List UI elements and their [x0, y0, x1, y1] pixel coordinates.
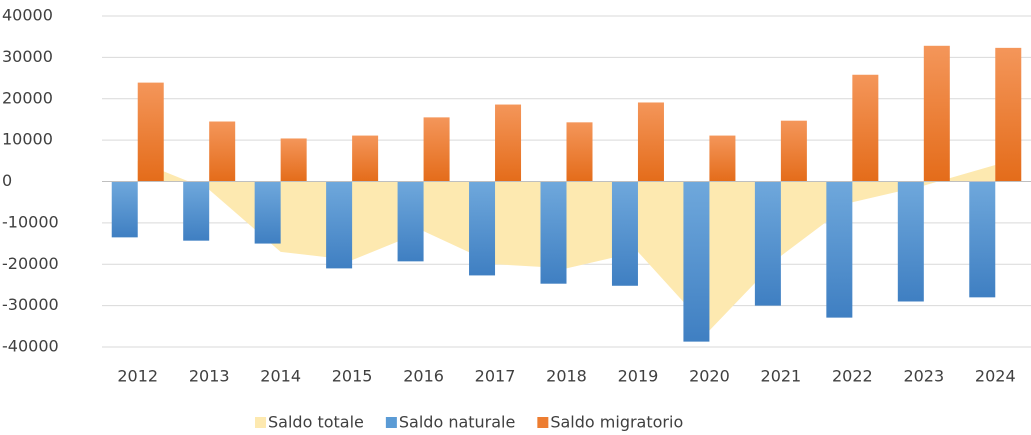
x-tick-label: 2018 — [546, 367, 587, 386]
bar — [897, 181, 924, 302]
bar — [780, 120, 807, 182]
y-tick-label: 20000 — [2, 88, 53, 107]
y-tick-label: 0 — [2, 171, 12, 190]
x-tick-label: 2014 — [260, 367, 301, 386]
bar — [709, 135, 736, 182]
bar — [611, 181, 638, 286]
legend-label: Saldo totale — [268, 413, 364, 432]
x-tick-label: 2019 — [618, 367, 659, 386]
bar — [995, 47, 1022, 182]
y-tick-label: -30000 — [2, 295, 59, 314]
y-tick-label: -10000 — [2, 212, 59, 231]
legend-swatch — [537, 417, 549, 428]
bar — [209, 121, 236, 182]
legend-swatch — [385, 417, 397, 428]
x-tick-label: 2016 — [403, 367, 444, 386]
bar — [423, 117, 450, 182]
y-tick-label: 30000 — [2, 47, 53, 66]
bar — [566, 122, 593, 182]
bar — [637, 102, 664, 182]
bar — [397, 181, 424, 262]
bar — [969, 181, 996, 298]
bar — [326, 181, 353, 269]
x-tick-label: 2023 — [903, 367, 944, 386]
bar — [852, 74, 879, 182]
bar — [683, 181, 710, 342]
bar — [754, 181, 781, 306]
bar — [183, 181, 210, 241]
bar — [137, 82, 164, 182]
x-tick-label: 2020 — [689, 367, 730, 386]
bar — [111, 181, 138, 238]
bar — [495, 104, 522, 182]
bar — [352, 135, 379, 182]
bar — [280, 138, 307, 182]
legend-swatch — [255, 417, 266, 428]
legend-label: Saldo naturale — [399, 413, 515, 432]
x-tick-label: 2017 — [475, 367, 516, 386]
x-tick-label: 2013 — [189, 367, 230, 386]
y-tick-label: 40000 — [2, 6, 53, 25]
x-tick-label: 2021 — [761, 367, 802, 386]
x-tick-label: 2024 — [975, 367, 1016, 386]
bar — [540, 181, 567, 284]
bar — [826, 181, 853, 318]
y-tick-label: -40000 — [2, 337, 59, 356]
bar — [469, 181, 496, 276]
x-tick-label: 2012 — [117, 367, 158, 386]
y-tick-label: -20000 — [2, 254, 59, 273]
x-tick-label: 2022 — [832, 367, 873, 386]
bar — [254, 181, 281, 244]
x-tick-label: 2015 — [332, 367, 373, 386]
y-tick-label: 10000 — [2, 130, 53, 149]
bar — [923, 45, 950, 182]
legend-label: Saldo migratorio — [550, 413, 683, 432]
